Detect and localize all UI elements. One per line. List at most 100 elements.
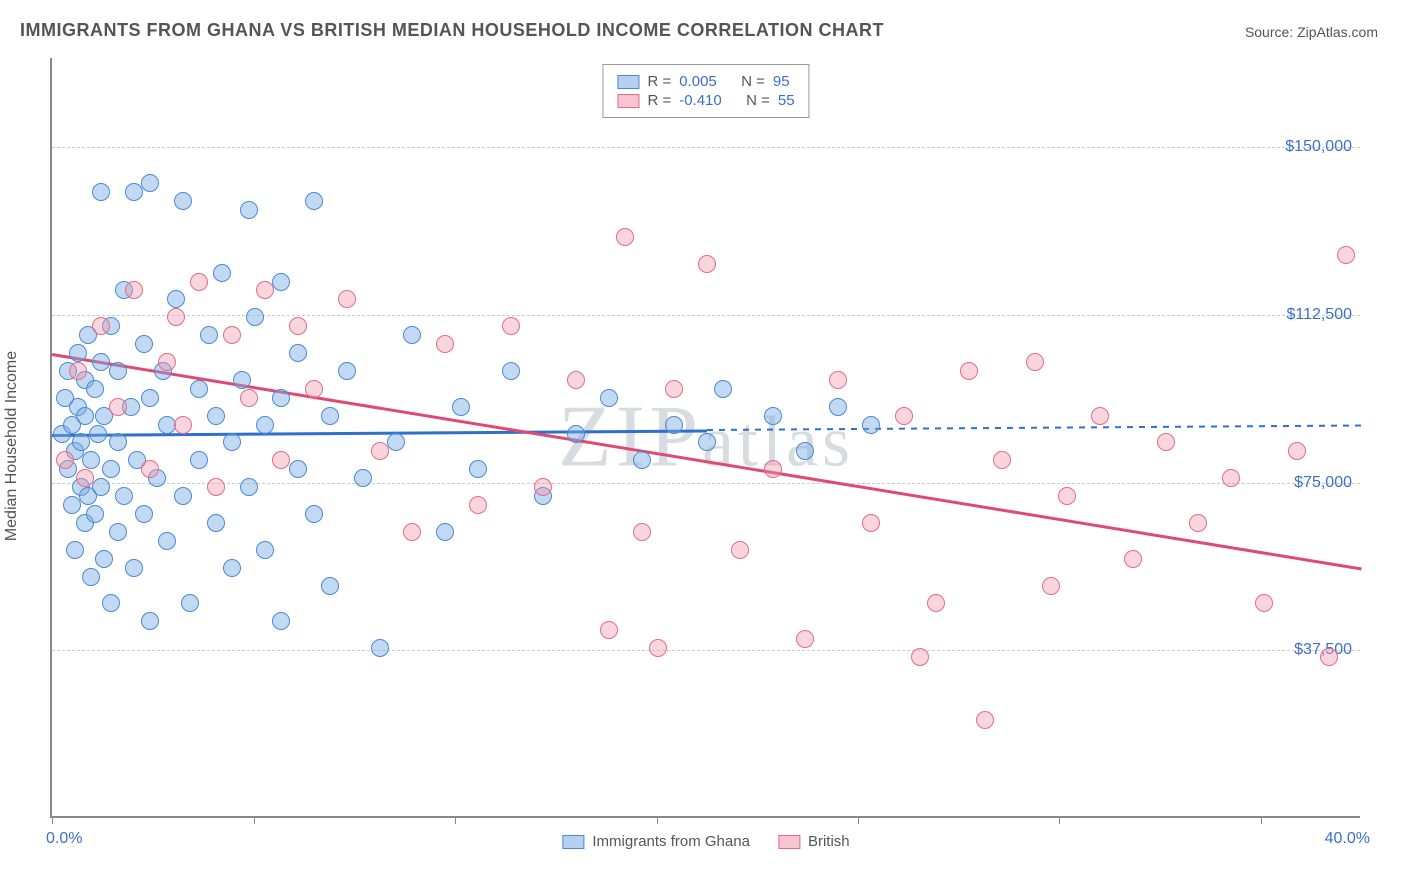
- data-point-ghana: [135, 505, 153, 523]
- x-tick-mark: [1059, 816, 1060, 824]
- data-point-british: [731, 541, 749, 559]
- data-point-ghana: [141, 174, 159, 192]
- data-point-ghana: [158, 532, 176, 550]
- data-point-british: [993, 451, 1011, 469]
- data-point-ghana: [109, 433, 127, 451]
- data-point-british: [125, 281, 143, 299]
- data-point-british: [1255, 594, 1273, 612]
- trend-line: [707, 425, 1362, 431]
- legend-row-british: R = -0.410 N = 55: [617, 92, 794, 109]
- data-point-british: [1189, 514, 1207, 532]
- data-point-ghana: [354, 469, 372, 487]
- data-point-british: [92, 317, 110, 335]
- data-point-british: [56, 451, 74, 469]
- legend-N-label: N =: [741, 73, 765, 90]
- data-point-british: [76, 469, 94, 487]
- data-point-ghana: [256, 416, 274, 434]
- data-point-british: [698, 255, 716, 273]
- data-point-british: [167, 308, 185, 326]
- data-point-british: [1042, 577, 1060, 595]
- data-point-british: [665, 380, 683, 398]
- data-point-british: [240, 389, 258, 407]
- data-point-ghana: [213, 264, 231, 282]
- trend-line: [52, 429, 707, 436]
- data-point-british: [289, 317, 307, 335]
- data-point-british: [829, 371, 847, 389]
- data-point-british: [862, 514, 880, 532]
- data-point-ghana: [387, 433, 405, 451]
- data-point-british: [174, 416, 192, 434]
- data-point-ghana: [223, 559, 241, 577]
- data-point-british: [1222, 469, 1240, 487]
- data-point-british: [158, 353, 176, 371]
- x-axis-min-label: 0.0%: [46, 830, 82, 848]
- data-point-ghana: [95, 550, 113, 568]
- data-point-ghana: [63, 496, 81, 514]
- swatch-blue-icon: [617, 75, 639, 89]
- data-point-ghana: [371, 639, 389, 657]
- x-tick-mark: [254, 816, 255, 824]
- data-point-british: [1026, 353, 1044, 371]
- data-point-ghana: [174, 487, 192, 505]
- data-point-british: [371, 442, 389, 460]
- data-point-ghana: [403, 326, 421, 344]
- data-point-ghana: [305, 505, 323, 523]
- x-axis-max-label: 40.0%: [1325, 830, 1370, 848]
- data-point-british: [403, 523, 421, 541]
- data-point-ghana: [829, 398, 847, 416]
- data-point-ghana: [190, 380, 208, 398]
- data-point-ghana: [502, 362, 520, 380]
- y-axis-label: Median Household Income: [3, 351, 21, 541]
- data-point-ghana: [796, 442, 814, 460]
- data-point-ghana: [109, 362, 127, 380]
- data-point-british: [1058, 487, 1076, 505]
- legend-british-N: 55: [778, 92, 795, 109]
- data-point-ghana: [452, 398, 470, 416]
- data-point-british: [272, 451, 290, 469]
- plot-area: ZIPatlas R = 0.005 N = 95 R = -0.410 N =…: [50, 58, 1360, 818]
- data-point-ghana: [665, 416, 683, 434]
- data-point-ghana: [200, 326, 218, 344]
- x-tick-mark: [1261, 816, 1262, 824]
- data-point-british: [256, 281, 274, 299]
- data-point-ghana: [76, 407, 94, 425]
- data-point-ghana: [125, 559, 143, 577]
- data-point-british: [1320, 648, 1338, 666]
- data-point-ghana: [272, 273, 290, 291]
- data-point-british: [567, 371, 585, 389]
- data-point-ghana: [181, 594, 199, 612]
- legend-ghana-label: Immigrants from Ghana: [592, 833, 750, 850]
- data-point-british: [796, 630, 814, 648]
- data-point-ghana: [92, 353, 110, 371]
- legend-ghana-N: 95: [773, 73, 790, 90]
- data-point-ghana: [436, 523, 454, 541]
- data-point-british: [207, 478, 225, 496]
- data-point-ghana: [567, 425, 585, 443]
- data-point-ghana: [289, 344, 307, 362]
- data-point-british: [190, 273, 208, 291]
- gridline: [52, 147, 1360, 148]
- data-point-ghana: [207, 514, 225, 532]
- data-point-british: [109, 398, 127, 416]
- data-point-ghana: [89, 425, 107, 443]
- swatch-pink-icon: [617, 94, 639, 108]
- swatch-blue-icon2: [562, 835, 584, 849]
- stats-legend: R = 0.005 N = 95 R = -0.410 N = 55: [602, 64, 809, 118]
- legend-british-label: British: [808, 833, 850, 850]
- data-point-british: [223, 326, 241, 344]
- x-tick-mark: [858, 816, 859, 824]
- data-point-ghana: [190, 451, 208, 469]
- data-point-british: [69, 362, 87, 380]
- data-point-ghana: [102, 594, 120, 612]
- data-point-ghana: [321, 577, 339, 595]
- data-point-ghana: [272, 389, 290, 407]
- data-point-ghana: [600, 389, 618, 407]
- data-point-ghana: [102, 460, 120, 478]
- legend-item-ghana: Immigrants from Ghana: [562, 833, 750, 850]
- data-point-ghana: [82, 568, 100, 586]
- data-point-british: [1124, 550, 1142, 568]
- gridline: [52, 650, 1360, 651]
- data-point-ghana: [305, 192, 323, 210]
- data-point-british: [1157, 433, 1175, 451]
- data-point-british: [764, 460, 782, 478]
